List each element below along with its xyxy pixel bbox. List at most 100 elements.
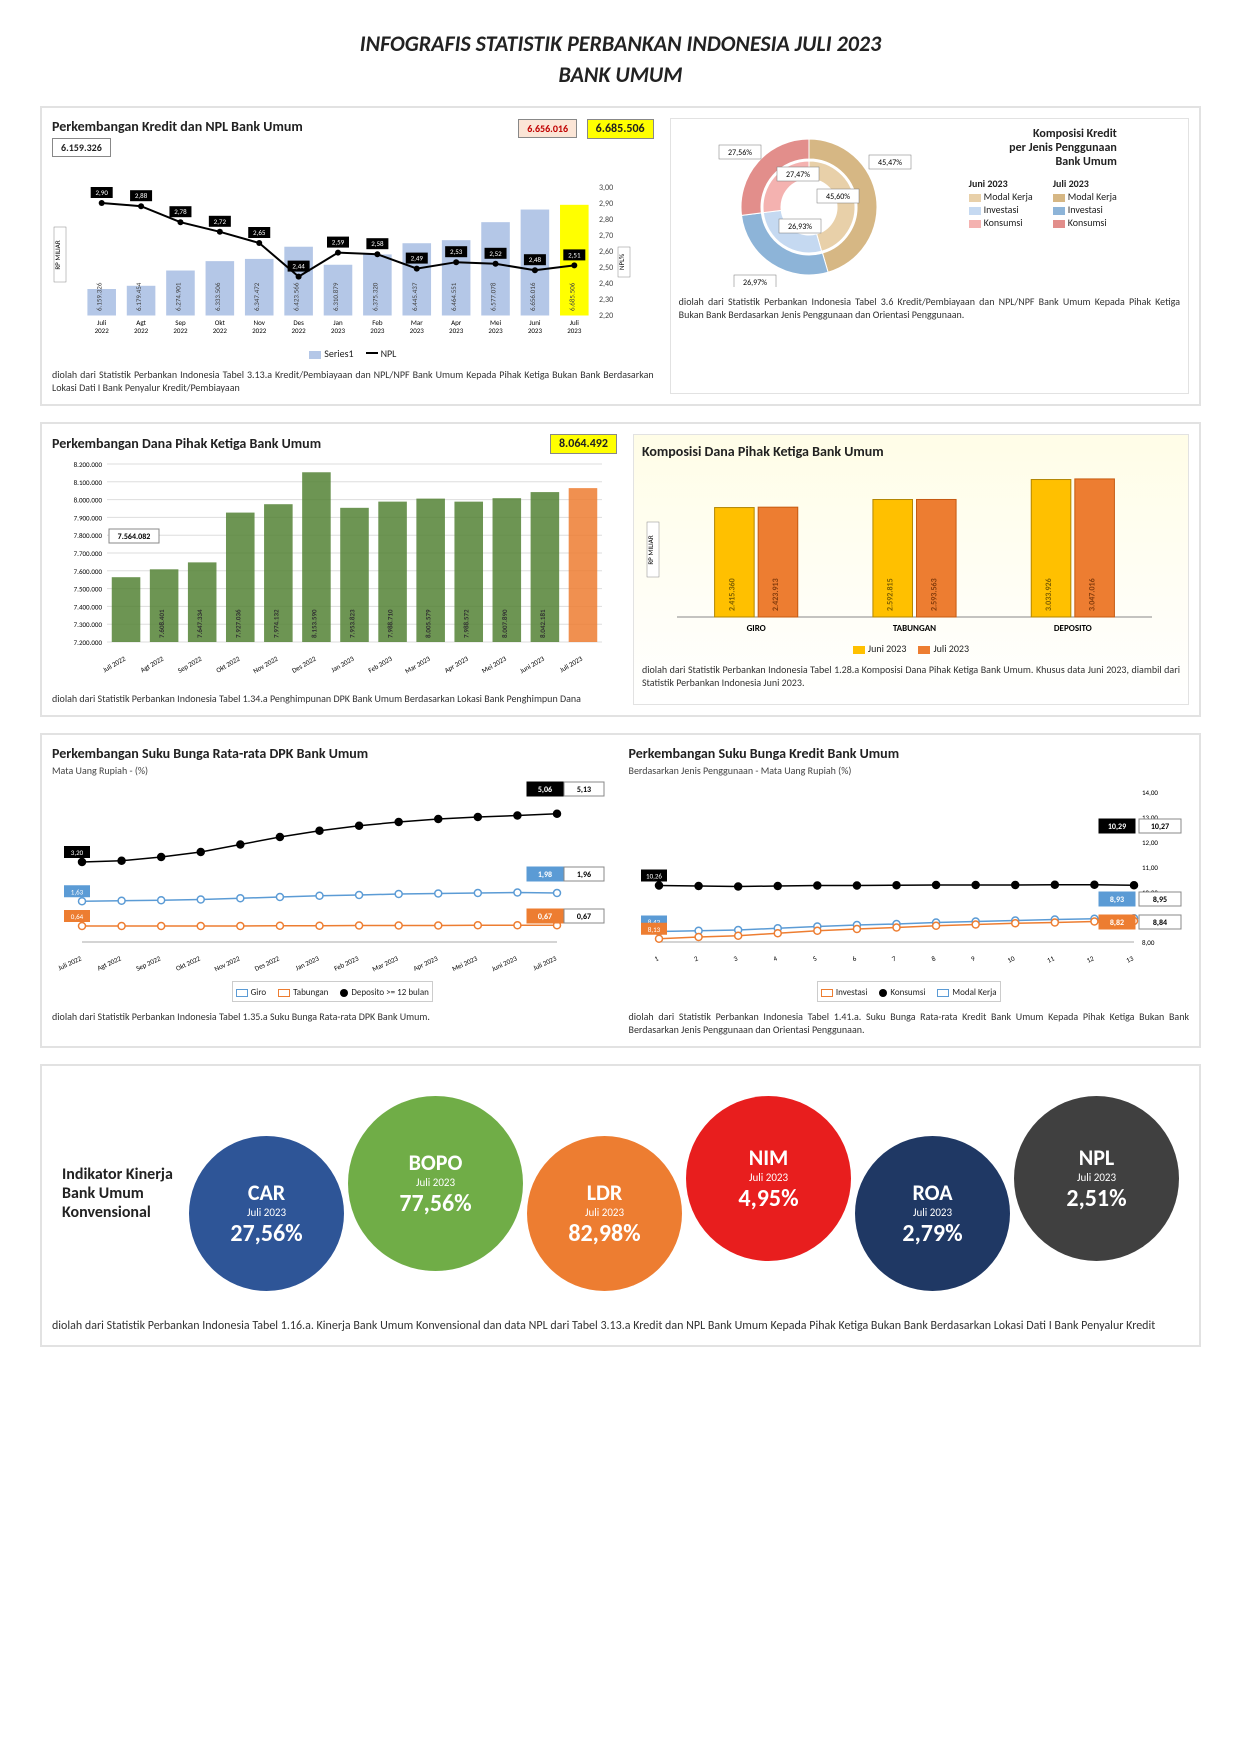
svg-text:Mar 2023: Mar 2023	[371, 953, 400, 973]
footnote-sb-kredit: diolah dari Statistik Perbankan Indonesi…	[629, 1010, 1190, 1036]
lg-juni-dpk: Juni 2023	[868, 642, 907, 655]
svg-text:8,95: 8,95	[1152, 895, 1166, 905]
svg-text:Des 2022: Des 2022	[290, 654, 318, 675]
dpk-highlight-box: 8.064.492	[550, 434, 617, 454]
svg-text:2023: 2023	[488, 326, 503, 335]
svg-text:2.423.913: 2.423.913	[771, 578, 781, 611]
chart-sub-sb-dpk: Mata Uang Rupiah - (%)	[52, 764, 613, 777]
svg-text:7.400.000: 7.400.000	[74, 602, 103, 611]
svg-text:3.033.926: 3.033.926	[1044, 578, 1054, 611]
chart-kredit-npl: 3,002,902,802,702,602,502,402,302,20RP M…	[52, 157, 632, 347]
chart-pie-komposisi: 45,47%27,56%26,97%45,60%27,47%26,93%	[679, 127, 959, 287]
indicator-ldr: LDRJuli 202382,98%	[527, 1136, 682, 1291]
svg-text:6.464.551: 6.464.551	[449, 282, 458, 311]
footnote-dpk: diolah dari Statistik Perbankan Indonesi…	[52, 692, 617, 705]
svg-text:45,60%: 45,60%	[826, 192, 850, 202]
svg-text:Apr 2023: Apr 2023	[412, 953, 440, 972]
svg-text:2,65: 2,65	[253, 228, 266, 237]
svg-text:2,58: 2,58	[371, 239, 384, 248]
svg-text:27,56%: 27,56%	[728, 148, 752, 158]
svg-text:2,88: 2,88	[135, 191, 148, 200]
svg-text:2,50: 2,50	[599, 263, 613, 273]
lg-inv-juli: Investasi	[1068, 203, 1103, 216]
svg-text:RP MILIAR: RP MILIAR	[53, 240, 62, 270]
svg-text:2022: 2022	[134, 326, 149, 335]
svg-text:8.000.000: 8.000.000	[74, 496, 103, 505]
chart-title-sb-dpk: Perkembangan Suku Bunga Rata-rata DPK Ba…	[52, 745, 613, 762]
svg-text:6: 6	[850, 953, 857, 963]
svg-text:2,60: 2,60	[599, 247, 613, 257]
svg-text:7.600.000: 7.600.000	[74, 567, 103, 576]
svg-text:26,93%: 26,93%	[788, 222, 812, 232]
svg-text:1: 1	[652, 953, 659, 963]
svg-text:7.300.000: 7.300.000	[74, 620, 103, 629]
svg-text:1,98: 1,98	[538, 870, 552, 880]
lg-kons-juni: Konsumsi	[984, 216, 1023, 229]
svg-text:0,67: 0,67	[538, 912, 552, 922]
panel-suku-bunga: Perkembangan Suku Bunga Rata-rata DPK Ba…	[40, 733, 1201, 1048]
svg-text:Apr 2023: Apr 2023	[443, 654, 470, 675]
lg-konsumsi: Konsumsi	[890, 987, 925, 998]
lg-tabungan: Tabungan	[293, 987, 328, 998]
svg-text:2,40: 2,40	[599, 279, 613, 289]
svg-text:RP MILIAR: RP MILIAR	[646, 535, 655, 565]
svg-text:11,00: 11,00	[1142, 863, 1158, 872]
svg-text:6.347.472: 6.347.472	[252, 282, 261, 311]
footnote-pie: diolah dari Statistik Perbankan Indonesi…	[679, 295, 1180, 321]
svg-text:2022: 2022	[292, 326, 307, 335]
lg-giro: Giro	[251, 987, 266, 998]
svg-text:10,29: 10,29	[1107, 822, 1125, 832]
svg-text:2,53: 2,53	[450, 247, 463, 256]
svg-text:3.047.016: 3.047.016	[1088, 578, 1098, 611]
svg-text:6.179.454: 6.179.454	[134, 282, 143, 311]
svg-text:2,44: 2,44	[292, 262, 305, 271]
svg-text:1,63: 1,63	[71, 887, 84, 896]
svg-text:5,06: 5,06	[538, 785, 552, 795]
indicator-roa: ROAJuli 20232,79%	[855, 1136, 1010, 1291]
indicator-car: CARJuli 202327,56%	[189, 1136, 344, 1291]
page-title: INFOGRAFIS STATISTIK PERBANKAN INDONESIA…	[40, 30, 1201, 57]
svg-text:2022: 2022	[252, 326, 267, 335]
lg-deposito: Deposito >= 12 bulan	[351, 987, 429, 998]
svg-text:0,64: 0,64	[71, 912, 84, 921]
svg-text:Okt 2022: Okt 2022	[174, 953, 202, 972]
svg-text:2,48: 2,48	[529, 255, 542, 264]
svg-text:45,47%: 45,47%	[878, 158, 902, 168]
svg-text:2023: 2023	[331, 326, 346, 335]
chart-title-sb-kredit: Perkembangan Suku Bunga Kredit Bank Umum	[629, 745, 1190, 762]
svg-text:8,00: 8,00	[1142, 938, 1155, 947]
svg-text:6.375.320: 6.375.320	[370, 282, 379, 311]
svg-text:8,93: 8,93	[1109, 895, 1123, 905]
svg-text:8.100.000: 8.100.000	[74, 478, 103, 487]
svg-text:Juli 2022: Juli 2022	[101, 654, 127, 674]
svg-text:Sep 2022: Sep 2022	[176, 654, 204, 675]
svg-text:Juli 2023: Juli 2023	[558, 654, 584, 674]
svg-text:7.500.000: 7.500.000	[74, 585, 103, 594]
svg-text:2,80: 2,80	[599, 215, 613, 225]
lg-inv-juni: Investasi	[984, 203, 1019, 216]
svg-text:6.274.901: 6.274.901	[173, 282, 182, 311]
svg-text:2023: 2023	[528, 326, 543, 335]
svg-text:6.159.326: 6.159.326	[95, 282, 104, 311]
svg-text:10: 10	[1005, 953, 1016, 964]
legend-juli: Juli 2023	[1053, 177, 1117, 190]
svg-text:6.423.566: 6.423.566	[292, 282, 301, 311]
svg-text:2022: 2022	[213, 326, 228, 335]
svg-text:Mei 2023: Mei 2023	[480, 654, 508, 675]
svg-text:7.608.401: 7.608.401	[157, 609, 166, 638]
panel-dpk: Perkembangan Dana Pihak Ketiga Bank Umum…	[40, 422, 1201, 717]
svg-text:6.577.078: 6.577.078	[489, 282, 498, 311]
svg-text:Mar 2023: Mar 2023	[403, 654, 432, 676]
lg-investasi: Investasi	[836, 987, 868, 998]
chart-title-kredit: Perkembangan Kredit dan NPL Bank Umum	[52, 118, 303, 135]
svg-text:8.005.579: 8.005.579	[424, 609, 433, 638]
svg-text:2,30: 2,30	[599, 295, 613, 305]
svg-text:11: 11	[1045, 953, 1056, 964]
svg-text:Feb 2023: Feb 2023	[333, 953, 361, 972]
svg-text:6.685.506: 6.685.506	[567, 282, 576, 311]
svg-text:Jan 2023: Jan 2023	[329, 654, 356, 675]
svg-text:7.927.036: 7.927.036	[233, 609, 242, 638]
svg-text:7.564.082: 7.564.082	[118, 532, 151, 542]
svg-text:2,78: 2,78	[174, 207, 187, 216]
svg-text:7.647.334: 7.647.334	[195, 609, 204, 638]
